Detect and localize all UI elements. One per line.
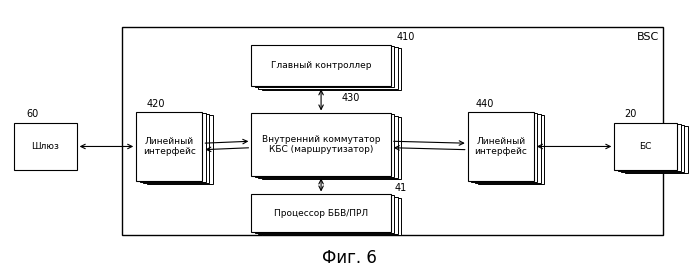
Bar bbox=[618, 124, 681, 171]
Bar bbox=[140, 113, 206, 182]
Bar bbox=[262, 198, 401, 235]
Bar bbox=[468, 112, 534, 181]
Bar bbox=[251, 45, 391, 86]
Bar bbox=[251, 113, 391, 176]
Text: Линейный
интерфейс: Линейный интерфейс bbox=[143, 137, 195, 156]
Bar bbox=[258, 116, 398, 178]
Bar bbox=[136, 112, 202, 181]
Bar bbox=[478, 115, 544, 184]
Text: Процессор ББВ/ПРЛ: Процессор ББВ/ПРЛ bbox=[274, 209, 368, 218]
Text: Фиг. 6: Фиг. 6 bbox=[322, 249, 376, 267]
Bar bbox=[614, 123, 677, 170]
Text: Шлюз: Шлюз bbox=[31, 142, 59, 151]
Text: 420: 420 bbox=[147, 99, 165, 109]
Bar bbox=[262, 48, 401, 90]
Text: 440: 440 bbox=[476, 99, 494, 109]
Bar bbox=[625, 126, 688, 173]
Bar bbox=[262, 117, 401, 179]
Text: 41: 41 bbox=[394, 183, 407, 193]
Bar bbox=[122, 27, 663, 235]
Text: Внутренний коммутатор
КБС (маршрутизатор): Внутренний коммутатор КБС (маршрутизатор… bbox=[262, 135, 380, 154]
Bar bbox=[147, 115, 213, 184]
Bar bbox=[255, 195, 394, 233]
Bar bbox=[258, 197, 398, 234]
Bar bbox=[621, 125, 684, 172]
Text: 60: 60 bbox=[27, 109, 39, 119]
Bar bbox=[258, 47, 398, 89]
Bar bbox=[255, 114, 394, 177]
Text: 410: 410 bbox=[396, 32, 415, 42]
Text: BSC: BSC bbox=[637, 32, 660, 42]
Text: 430: 430 bbox=[342, 93, 360, 103]
Bar bbox=[475, 114, 541, 183]
Text: Главный контроллер: Главный контроллер bbox=[271, 61, 371, 70]
Text: 20: 20 bbox=[625, 109, 637, 119]
Text: Линейный
интерфейс: Линейный интерфейс bbox=[475, 137, 527, 156]
Bar bbox=[255, 46, 394, 87]
Bar bbox=[471, 113, 537, 182]
Bar bbox=[143, 114, 209, 183]
Bar bbox=[14, 123, 77, 170]
Bar bbox=[251, 194, 391, 232]
Text: БС: БС bbox=[639, 142, 652, 151]
